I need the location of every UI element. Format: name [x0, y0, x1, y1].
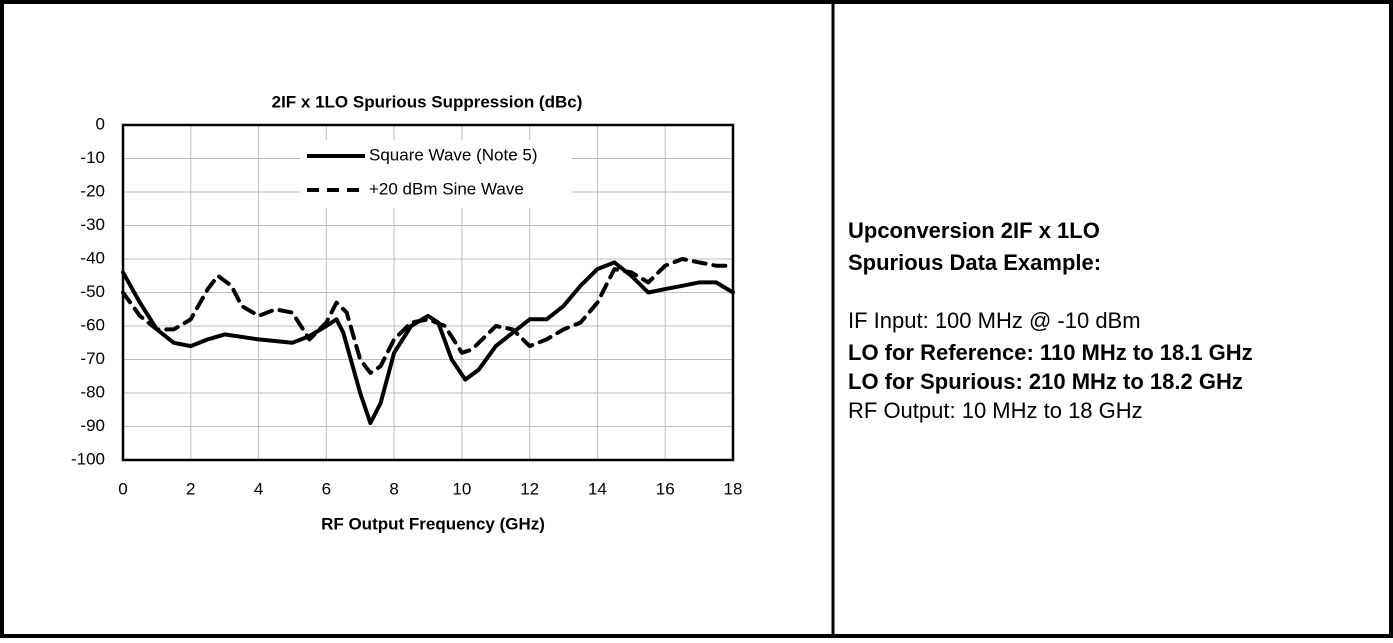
legend-box	[300, 140, 572, 208]
y-tick-label: -50	[80, 282, 105, 301]
y-tick-label: -70	[80, 349, 105, 368]
x-tick-label: 6	[322, 479, 331, 498]
x-tick-label: 8	[389, 479, 398, 498]
legend-label: Square Wave (Note 5)	[369, 145, 538, 164]
y-tick-label: -20	[80, 181, 105, 200]
description-line: Spurious Data Example:	[848, 250, 1101, 275]
y-tick-label: -30	[80, 215, 105, 234]
y-tick-label: -40	[80, 248, 105, 267]
x-axis-label: RF Output Frequency (GHz)	[321, 514, 545, 533]
description-line: IF Input: 100 MHz @ -10 dBm	[848, 308, 1141, 333]
y-tick-label: -90	[80, 416, 105, 435]
description-line: RF Output: 10 MHz to 18 GHz	[848, 398, 1143, 423]
x-tick-label: 2	[186, 479, 195, 498]
y-tick-label: -60	[80, 315, 105, 334]
x-tick-label: 16	[656, 479, 675, 498]
chart-title: 2IF x 1LO Spurious Suppression (dBc)	[272, 92, 583, 111]
x-tick-label: 12	[520, 479, 539, 498]
description-line: LO for Spurious: 210 MHz to 18.2 GHz	[848, 369, 1243, 394]
series-line	[121, 260, 735, 426]
series-line	[121, 257, 735, 375]
x-tick-label: 18	[724, 479, 743, 498]
y-tick-label: -10	[80, 148, 105, 167]
legend-label: +20 dBm Sine Wave	[369, 179, 524, 198]
y-tick-label: 0	[96, 114, 105, 133]
description-line: Upconversion 2IF x 1LO	[848, 218, 1100, 243]
description-line: LO for Reference: 110 MHz to 18.1 GHz	[848, 340, 1253, 365]
y-tick-label: -80	[80, 382, 105, 401]
y-tick-label: -100	[71, 449, 105, 468]
x-tick-label: 0	[118, 479, 127, 498]
x-tick-label: 4	[254, 479, 263, 498]
x-tick-label: 14	[588, 479, 607, 498]
x-tick-label: 10	[452, 479, 471, 498]
